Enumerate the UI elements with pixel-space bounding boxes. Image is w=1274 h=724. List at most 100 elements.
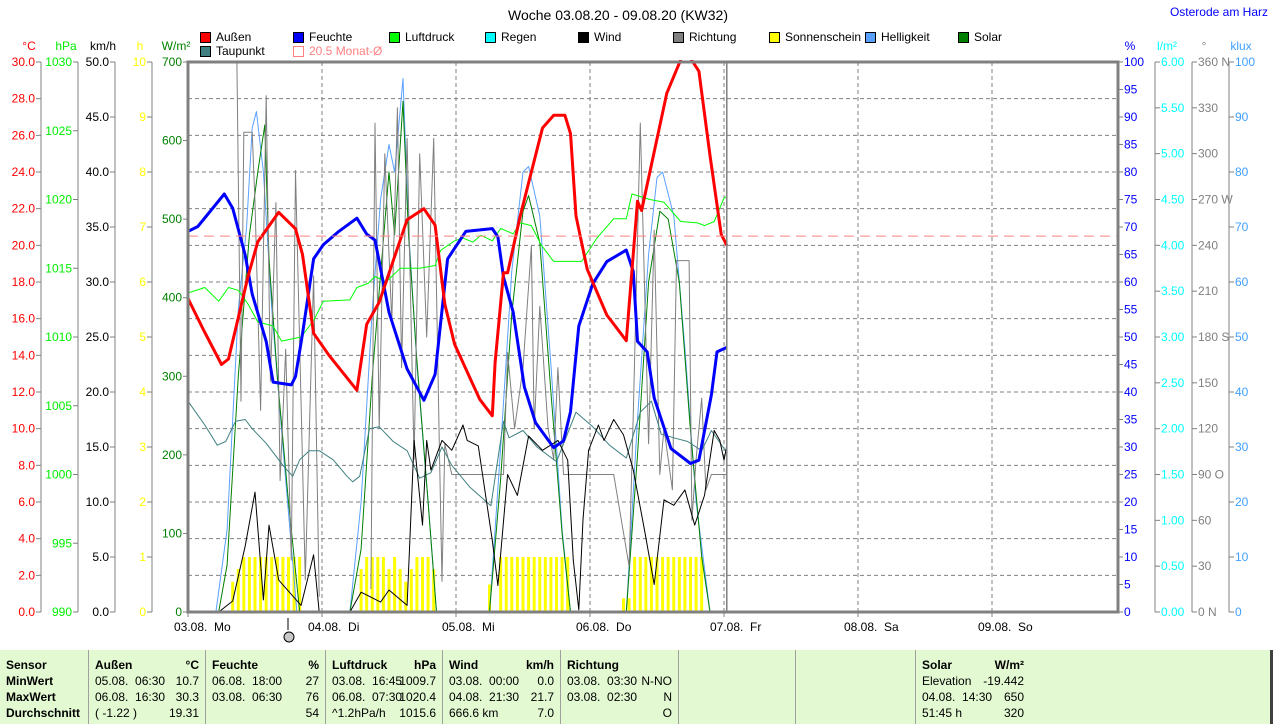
tick-label-unit: 5 — [1124, 578, 1131, 592]
table-cell-label: 04.08. 21:30 — [449, 690, 520, 704]
tick-label-unit: 45 — [1124, 358, 1138, 372]
table-row: 51:45 h 320 — [922, 705, 1024, 721]
tick-label-h: 1 — [139, 550, 146, 564]
table-row: ^1.2hPa/h 1015.6 — [332, 705, 436, 721]
bar-sonnenschein — [655, 557, 659, 612]
bar-sonnenschein — [515, 557, 519, 612]
tick-label-l-m: 2.00 — [1161, 422, 1185, 436]
table-header: Luftdruck hPa — [332, 657, 436, 673]
bar-sonnenschein — [359, 569, 363, 612]
tick-label-km-h: 30.0 — [86, 275, 110, 289]
table-header: Sensor — [6, 657, 82, 673]
tick-label-unit: 100 — [1124, 55, 1144, 69]
tick-label-h: 0 — [139, 605, 146, 619]
table-cell-label: 03.08. 03:30 — [567, 674, 638, 688]
bar-sonnenschein — [649, 557, 653, 612]
tick-label-klux: 70 — [1235, 220, 1249, 234]
tick-label-km-h: 35.0 — [86, 220, 110, 234]
bar-sonnenschein — [298, 557, 302, 612]
table-cell-value: 1020.4 — [399, 690, 436, 704]
tick-label-hpa: 1030 — [45, 55, 72, 69]
legend-item-helligkeit: Helligkeit — [865, 31, 930, 44]
bar-sonnenschein — [683, 557, 687, 612]
legend-swatch — [769, 32, 780, 43]
plot-border — [186, 60, 1120, 614]
table-row: Elevation -19.442 — [922, 673, 1024, 689]
tick-label-unit: 0 N — [1198, 605, 1217, 619]
tick-label-unit: 210 — [1198, 284, 1218, 298]
table-cell-label: ^1.2hPa/h — [332, 706, 386, 720]
tick-label-unit: 75 — [1124, 193, 1138, 207]
legend-item-richtung: Richtung — [673, 31, 736, 44]
legend-label: Luftdruck — [405, 30, 455, 44]
legend-item-sonnenschein: Sonnenschein — [769, 31, 861, 44]
x-tick-label: 05.08. Mi — [442, 620, 495, 634]
legend-item-luftdruck: Luftdruck — [389, 31, 454, 44]
bar-sonnenschein — [421, 557, 424, 612]
table-header: Außen °C — [95, 657, 199, 673]
table-header — [685, 657, 789, 673]
tick-label-unit: 65 — [1124, 248, 1138, 262]
legend-label: 20.5 Monat-Ø — [309, 44, 383, 58]
table-row: O — [567, 705, 672, 721]
x-tick-label: 08.08. Sa — [844, 620, 899, 634]
table-cell-value: % — [308, 658, 319, 672]
bar-sonnenschein — [622, 598, 625, 612]
tick-label-l-m: 3.00 — [1161, 330, 1185, 344]
table-cell-label: MaxWert — [6, 690, 56, 704]
bar-sonnenschein — [532, 557, 536, 612]
tick-label-w-m: 500 — [162, 212, 182, 226]
tick-label-unit: 120 — [1198, 422, 1218, 436]
tick-label-unit: 20 — [1124, 495, 1138, 509]
bar-sonnenschein — [672, 557, 676, 612]
tick-label-unit: 180 S — [1198, 330, 1229, 344]
bar-sonnenschein — [393, 557, 397, 612]
tick-label-c: 26.0 — [12, 128, 36, 142]
table-row: 06.08. 18:00 27 — [212, 673, 319, 689]
bar-sonnenschein — [270, 557, 274, 612]
tick-label-unit: 60 — [1124, 275, 1138, 289]
table-cell-label: 03.08. 02:30 — [567, 690, 638, 704]
legend-item-solar: Solar — [958, 31, 1002, 44]
bar-sonnenschein — [231, 581, 235, 612]
tick-label-l-m: 3.50 — [1161, 284, 1185, 298]
legend-swatch — [673, 32, 684, 43]
tick-label-unit: 85 — [1124, 138, 1138, 152]
tick-label-hpa: 990 — [52, 605, 72, 619]
tick-label-w-m: 600 — [162, 134, 182, 148]
tick-label-unit: 90 O — [1198, 468, 1224, 482]
tick-label-unit: 270 W — [1198, 193, 1233, 207]
legend-swatch — [389, 32, 400, 43]
x-tick-label: 04.08. Di — [308, 620, 359, 634]
tick-label-c: 4.0 — [18, 532, 35, 546]
table-cell-value: 30.3 — [175, 690, 199, 704]
bar-sonnenschein — [253, 557, 257, 612]
legend-swatch — [293, 32, 304, 43]
table-cell-label: Feuchte — [212, 658, 259, 672]
table-cell-label: Sensor — [6, 658, 47, 672]
table-row: 03.08. 16:45 1009.7 — [332, 673, 436, 689]
tick-label-c: 14.0 — [12, 348, 36, 362]
axes: °C0.02.04.06.08.010.012.014.016.018.020.… — [12, 39, 1256, 619]
series-line-richtung — [370, 107, 727, 590]
table-row: MinWert — [6, 673, 82, 689]
axis-unit-unit: % — [1125, 39, 1136, 53]
bar-sonnenschein — [538, 557, 542, 612]
table-cell-value: 1009.7 — [399, 674, 436, 688]
legend-label: Solar — [974, 30, 1003, 44]
tick-label-km-h: 20.0 — [86, 385, 110, 399]
x-axis: 03.08. Mo 04.08. Di 05.08. Mi 06.08. Do 07.0… — [174, 612, 1033, 643]
tick-label-w-m: 0 — [175, 605, 182, 619]
tick-label-w-m: 300 — [162, 369, 182, 383]
tick-label-l-m: 6.00 — [1161, 55, 1185, 69]
legend-item-20-5-monat: 20.5 Monat-Ø — [293, 45, 382, 58]
tick-label-klux: 100 — [1235, 55, 1255, 69]
bar-sonnenschein — [236, 569, 240, 612]
tick-label-unit: 90 — [1124, 110, 1138, 124]
bar-sonnenschein — [633, 557, 637, 612]
tick-label-c: 12.0 — [12, 385, 36, 399]
tick-label-km-h: 40.0 — [86, 165, 110, 179]
tick-label-klux: 10 — [1235, 550, 1249, 564]
bar-sonnenschein — [287, 557, 290, 612]
legend-swatch — [578, 32, 589, 43]
